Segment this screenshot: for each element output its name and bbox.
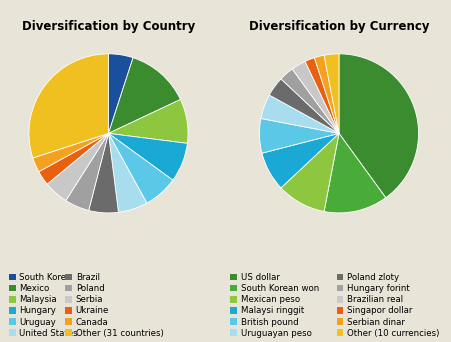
Wedge shape <box>259 118 338 153</box>
Wedge shape <box>39 133 108 184</box>
Wedge shape <box>88 133 118 213</box>
Wedge shape <box>108 133 187 180</box>
Legend: US dollar, South Korean won, Mexican peso, Malaysi ringgit, British pound, Urugu: US dollar, South Korean won, Mexican pes… <box>230 273 318 338</box>
Wedge shape <box>281 133 338 211</box>
Wedge shape <box>314 55 338 133</box>
Wedge shape <box>304 58 338 133</box>
Wedge shape <box>108 54 133 133</box>
Wedge shape <box>323 133 385 213</box>
Title: Diversification by Currency: Diversification by Currency <box>248 20 428 33</box>
Title: Diversification by Country: Diversification by Country <box>22 20 195 33</box>
Wedge shape <box>292 62 338 133</box>
Legend: Poland zloty, Hungary forint, Brazilian real, Singapor dollar, Serbian dinar, Ot: Poland zloty, Hungary forint, Brazilian … <box>336 273 438 338</box>
Wedge shape <box>262 133 338 188</box>
Wedge shape <box>66 133 108 210</box>
Wedge shape <box>108 133 147 212</box>
Wedge shape <box>260 95 338 133</box>
Wedge shape <box>47 133 108 200</box>
Wedge shape <box>29 54 108 158</box>
Wedge shape <box>108 58 180 133</box>
Legend: Brazil, Poland, Serbia, Ukraine, Canada, Other (31 countries): Brazil, Poland, Serbia, Ukraine, Canada,… <box>65 273 163 338</box>
Wedge shape <box>281 69 338 133</box>
Wedge shape <box>33 133 108 172</box>
Wedge shape <box>338 54 418 198</box>
Wedge shape <box>269 79 338 133</box>
Wedge shape <box>108 100 188 143</box>
Legend: South Korea, Mexico, Malaysia, Hungary, Uruguay, United States: South Korea, Mexico, Malaysia, Hungary, … <box>9 273 78 338</box>
Wedge shape <box>323 54 338 133</box>
Wedge shape <box>108 133 172 203</box>
